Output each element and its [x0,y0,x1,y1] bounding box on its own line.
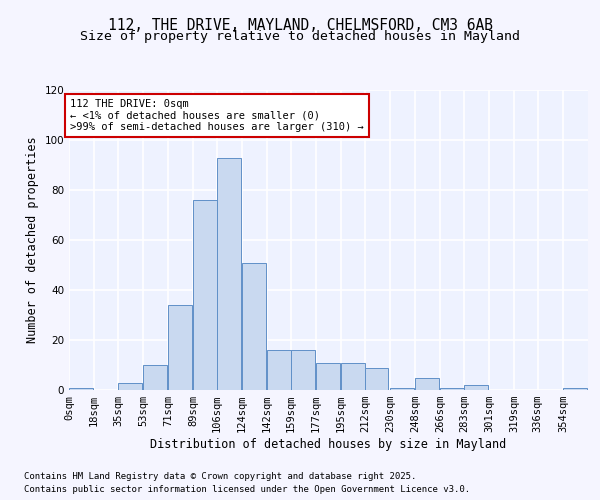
Text: Contains public sector information licensed under the Open Government Licence v3: Contains public sector information licen… [24,485,470,494]
Bar [118,382,142,390]
Bar [415,378,439,390]
Bar [69,388,93,390]
Bar [365,368,388,390]
Bar [242,262,266,390]
Bar [563,388,587,390]
Bar [291,350,314,390]
Bar [193,200,217,390]
Text: Contains HM Land Registry data © Crown copyright and database right 2025.: Contains HM Land Registry data © Crown c… [24,472,416,481]
Bar [267,350,291,390]
Bar [464,385,488,390]
Bar [341,362,365,390]
Bar [168,305,192,390]
Bar [440,388,464,390]
Text: 112, THE DRIVE, MAYLAND, CHELMSFORD, CM3 6AB: 112, THE DRIVE, MAYLAND, CHELMSFORD, CM3… [107,18,493,32]
Bar [217,158,241,390]
Text: 112 THE DRIVE: 0sqm
← <1% of detached houses are smaller (0)
>99% of semi-detach: 112 THE DRIVE: 0sqm ← <1% of detached ho… [70,99,364,132]
Text: Size of property relative to detached houses in Mayland: Size of property relative to detached ho… [80,30,520,43]
Bar [390,388,413,390]
X-axis label: Distribution of detached houses by size in Mayland: Distribution of detached houses by size … [151,438,506,451]
Y-axis label: Number of detached properties: Number of detached properties [26,136,39,344]
Bar [143,365,167,390]
Bar [316,362,340,390]
